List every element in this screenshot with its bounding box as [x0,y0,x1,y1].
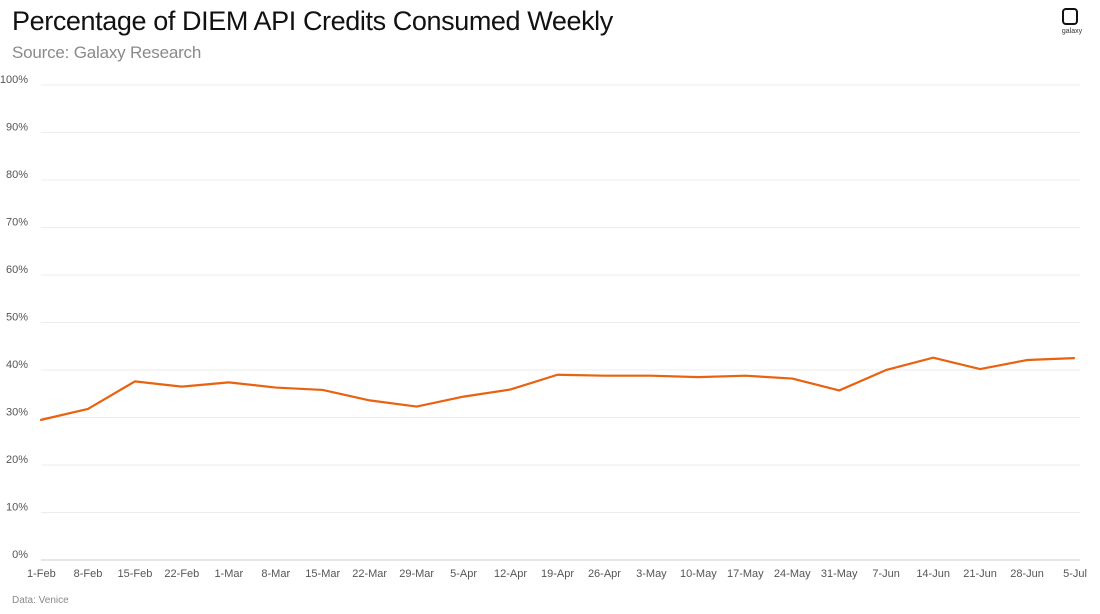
chart-subtitle: Source: Galaxy Research [12,43,202,62]
x-tick-label: 10-May [680,568,717,580]
gridlines [41,84,1080,561]
x-tick-label: 14-Jun [916,568,950,580]
data-source-note: Data: Venice [12,595,69,606]
x-tick-label: 26-Apr [588,568,621,580]
x-tick-label: 12-Apr [494,568,527,580]
y-tick-label: 80% [6,169,28,181]
x-tick-label: 1-Feb [27,568,56,580]
series-lines [39,356,1076,421]
x-tick-label: 21-Jun [963,568,997,580]
galaxy-logo-text: galaxy [1061,28,1083,35]
chart-title: Percentage of DIEM API Credits Consumed … [12,6,613,36]
x-tick-label: 5-Jul [1063,568,1087,580]
y-axis-tick-labels: 0% 10% 20% 30% 40% 50% 60% 70% 80% 90% 100% [0,74,28,561]
x-tick-label: 15-Feb [117,568,152,580]
x-tick-label: 8-Feb [74,568,103,580]
y-tick-label: 40% [6,359,28,371]
x-tick-label: 29-Mar [399,568,434,580]
y-tick-label: 70% [6,217,28,229]
x-tick-label: 17-May [727,568,764,580]
y-tick-label: 0% [12,549,28,561]
y-tick-label: 10% [6,502,28,514]
x-tick-label: 1-Mar [214,568,243,580]
galaxy-logo-icon: galaxy [1054,6,1090,40]
x-tick-label: 22-Mar [352,568,387,580]
y-tick-label: 30% [6,407,28,419]
y-tick-label: 60% [6,264,28,276]
x-tick-label: 7-Jun [872,568,900,580]
galaxy-logo-mark [1062,8,1078,25]
y-tick-label: 20% [6,454,28,466]
x-tick-label: 3-May [636,568,667,580]
y-tick-label: 90% [6,122,28,134]
x-tick-label: 28-Jun [1010,568,1044,580]
x-tick-label: 15-Mar [305,568,340,580]
x-tick-label: 24-May [774,568,811,580]
x-tick-label: 31-May [821,568,858,580]
x-tick-label: 22-Feb [164,568,199,580]
x-tick-label: 5-Apr [450,568,477,580]
x-axis-tick-labels: 1-Feb 8-Feb 15-Feb 22-Feb 1-Mar 8-Mar 15-Mar 22… [27,568,1087,580]
series-line [39,356,1076,421]
x-tick-label: 19-Apr [541,568,574,580]
x-tick-label: 8-Mar [261,568,290,580]
y-tick-label: 50% [6,312,28,324]
y-tick-label: 100% [0,74,28,86]
